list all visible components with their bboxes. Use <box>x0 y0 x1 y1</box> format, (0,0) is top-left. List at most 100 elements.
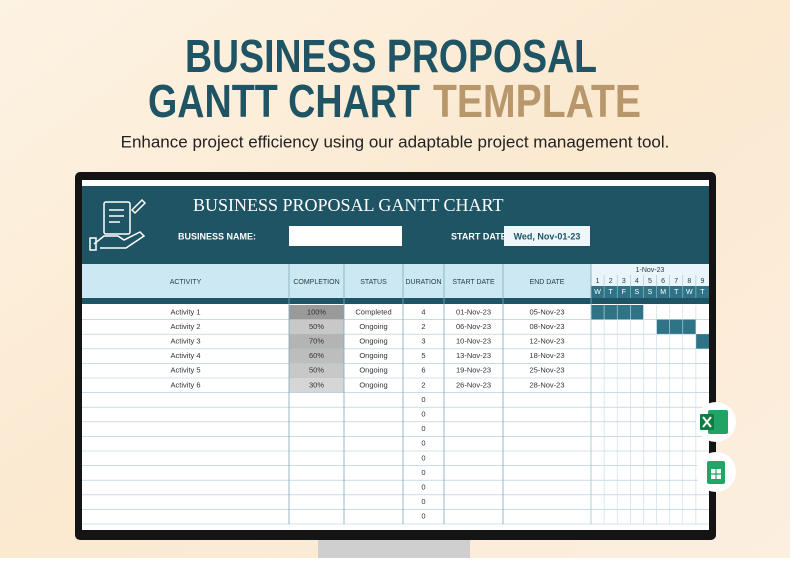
gantt-weekday: T <box>700 289 705 296</box>
gantt-day: 5 <box>648 278 652 285</box>
cell: 5 <box>421 351 425 360</box>
gantt-day: 8 <box>687 278 691 285</box>
gantt-bar <box>682 319 696 335</box>
cell: 19-Nov-23 <box>456 366 491 375</box>
gantt-day: 7 <box>674 278 678 285</box>
cell: 30% <box>309 380 324 389</box>
column-header: END DATE <box>530 279 565 286</box>
completion-cell <box>289 363 344 378</box>
column-header: START DATE <box>452 279 495 286</box>
column-header: DURATION <box>405 279 441 286</box>
cell: 2 <box>421 322 425 331</box>
cell: Activity 2 <box>170 322 200 331</box>
gantt-bar <box>630 305 644 320</box>
cell: Activity 1 <box>170 307 200 316</box>
gantt-bar <box>591 305 605 320</box>
cell: Ongoing <box>359 351 387 360</box>
header-stripe <box>82 298 709 304</box>
icon <box>89 198 147 251</box>
cell: Activity 3 <box>170 336 200 345</box>
cell: Activity 5 <box>170 366 200 375</box>
completion-cell <box>289 319 344 335</box>
cell: 28-Nov-23 <box>529 380 564 389</box>
cell: 18-Nov-23 <box>529 351 564 360</box>
cell: 08-Nov-23 <box>529 322 564 331</box>
cell: Completed <box>355 307 391 316</box>
input-box[interactable] <box>289 226 402 246</box>
excel-icon <box>702 416 712 428</box>
cell: Ongoing <box>359 336 387 345</box>
column-header: STATUS <box>360 279 387 286</box>
gantt-weekday: T <box>609 289 614 296</box>
cell: 13-Nov-23 <box>456 351 491 360</box>
gantt-weekday-band <box>591 286 709 298</box>
cell: Activity 4 <box>170 351 200 360</box>
cell: 4 <box>421 307 425 316</box>
start-date: Wed, Nov-01-23 <box>514 231 581 241</box>
label: START DATE <box>451 231 507 241</box>
cell: 3 <box>421 336 425 345</box>
cell: 0 <box>421 395 425 404</box>
gantt-weekday: W <box>686 289 693 296</box>
cell: 05-Nov-23 <box>529 307 564 316</box>
gantt-weekday: M <box>660 289 666 296</box>
cell: 0 <box>421 482 425 491</box>
gantt-day: 2 <box>609 278 613 285</box>
gantt-weekday: S <box>648 289 653 296</box>
cell: 0 <box>421 439 425 448</box>
gantt-month: 1-Nov-23 <box>636 267 665 274</box>
cell: 0 <box>421 497 425 506</box>
date-box[interactable] <box>504 226 590 246</box>
completion-cell <box>289 348 344 364</box>
gantt-weekday: T <box>674 289 679 296</box>
cell: 06-Nov-23 <box>456 322 491 331</box>
gantt-weekday: W <box>594 289 601 296</box>
sheets-icon <box>711 469 721 479</box>
gantt-day: 1 <box>596 278 600 285</box>
gantt-day: 3 <box>622 278 626 285</box>
cell: 0 <box>421 512 425 521</box>
gantt-day: 9 <box>700 278 704 285</box>
gantt-day: 6 <box>661 278 665 285</box>
cell: 60% <box>309 351 324 360</box>
column-header: COMPLETION <box>293 279 339 286</box>
cell: 01-Nov-23 <box>456 307 491 316</box>
cell: 2 <box>421 380 425 389</box>
sheet-title: BUSINESS PROPOSAL GANTT CHART <box>193 195 503 215</box>
cell: 26-Nov-23 <box>456 380 491 389</box>
completion-cell <box>289 334 344 349</box>
subtitle: Enhance project efficiency using our ada… <box>121 132 670 151</box>
cell: Activity 6 <box>170 380 200 389</box>
gantt-day: 4 <box>635 278 639 285</box>
sheet-header <box>82 186 709 264</box>
cell: Ongoing <box>359 322 387 331</box>
cell: 0 <box>421 453 425 462</box>
cell: 50% <box>309 322 324 331</box>
gantt-weekday: F <box>622 289 626 296</box>
cell: 0 <box>421 468 425 477</box>
label: BUSINESS NAME: <box>178 231 256 241</box>
gantt-bar <box>656 319 670 335</box>
completion-cell <box>289 378 344 393</box>
cell: 12-Nov-23 <box>529 336 564 345</box>
title-line: GANTT CHART <box>148 75 420 127</box>
column-header: ACTIVITY <box>170 279 202 286</box>
cell: 50% <box>309 366 324 375</box>
completion-cell <box>289 305 344 320</box>
cell: Ongoing <box>359 380 387 389</box>
gantt-bar <box>604 305 618 320</box>
cell: 70% <box>309 336 324 345</box>
cell: 6 <box>421 366 425 375</box>
table-header <box>82 264 591 298</box>
cell: 0 <box>421 409 425 418</box>
cell: 25-Nov-23 <box>529 366 564 375</box>
gantt-weekday: S <box>635 289 640 296</box>
cell: 0 <box>421 424 425 433</box>
cell: 10-Nov-23 <box>456 336 491 345</box>
gantt-bar <box>617 305 631 320</box>
title-accent: TEMPLATE <box>433 75 641 127</box>
monitor-stand <box>318 538 470 558</box>
cell: 100% <box>307 307 327 316</box>
title-line: BUSINESS PROPOSAL <box>185 30 597 82</box>
